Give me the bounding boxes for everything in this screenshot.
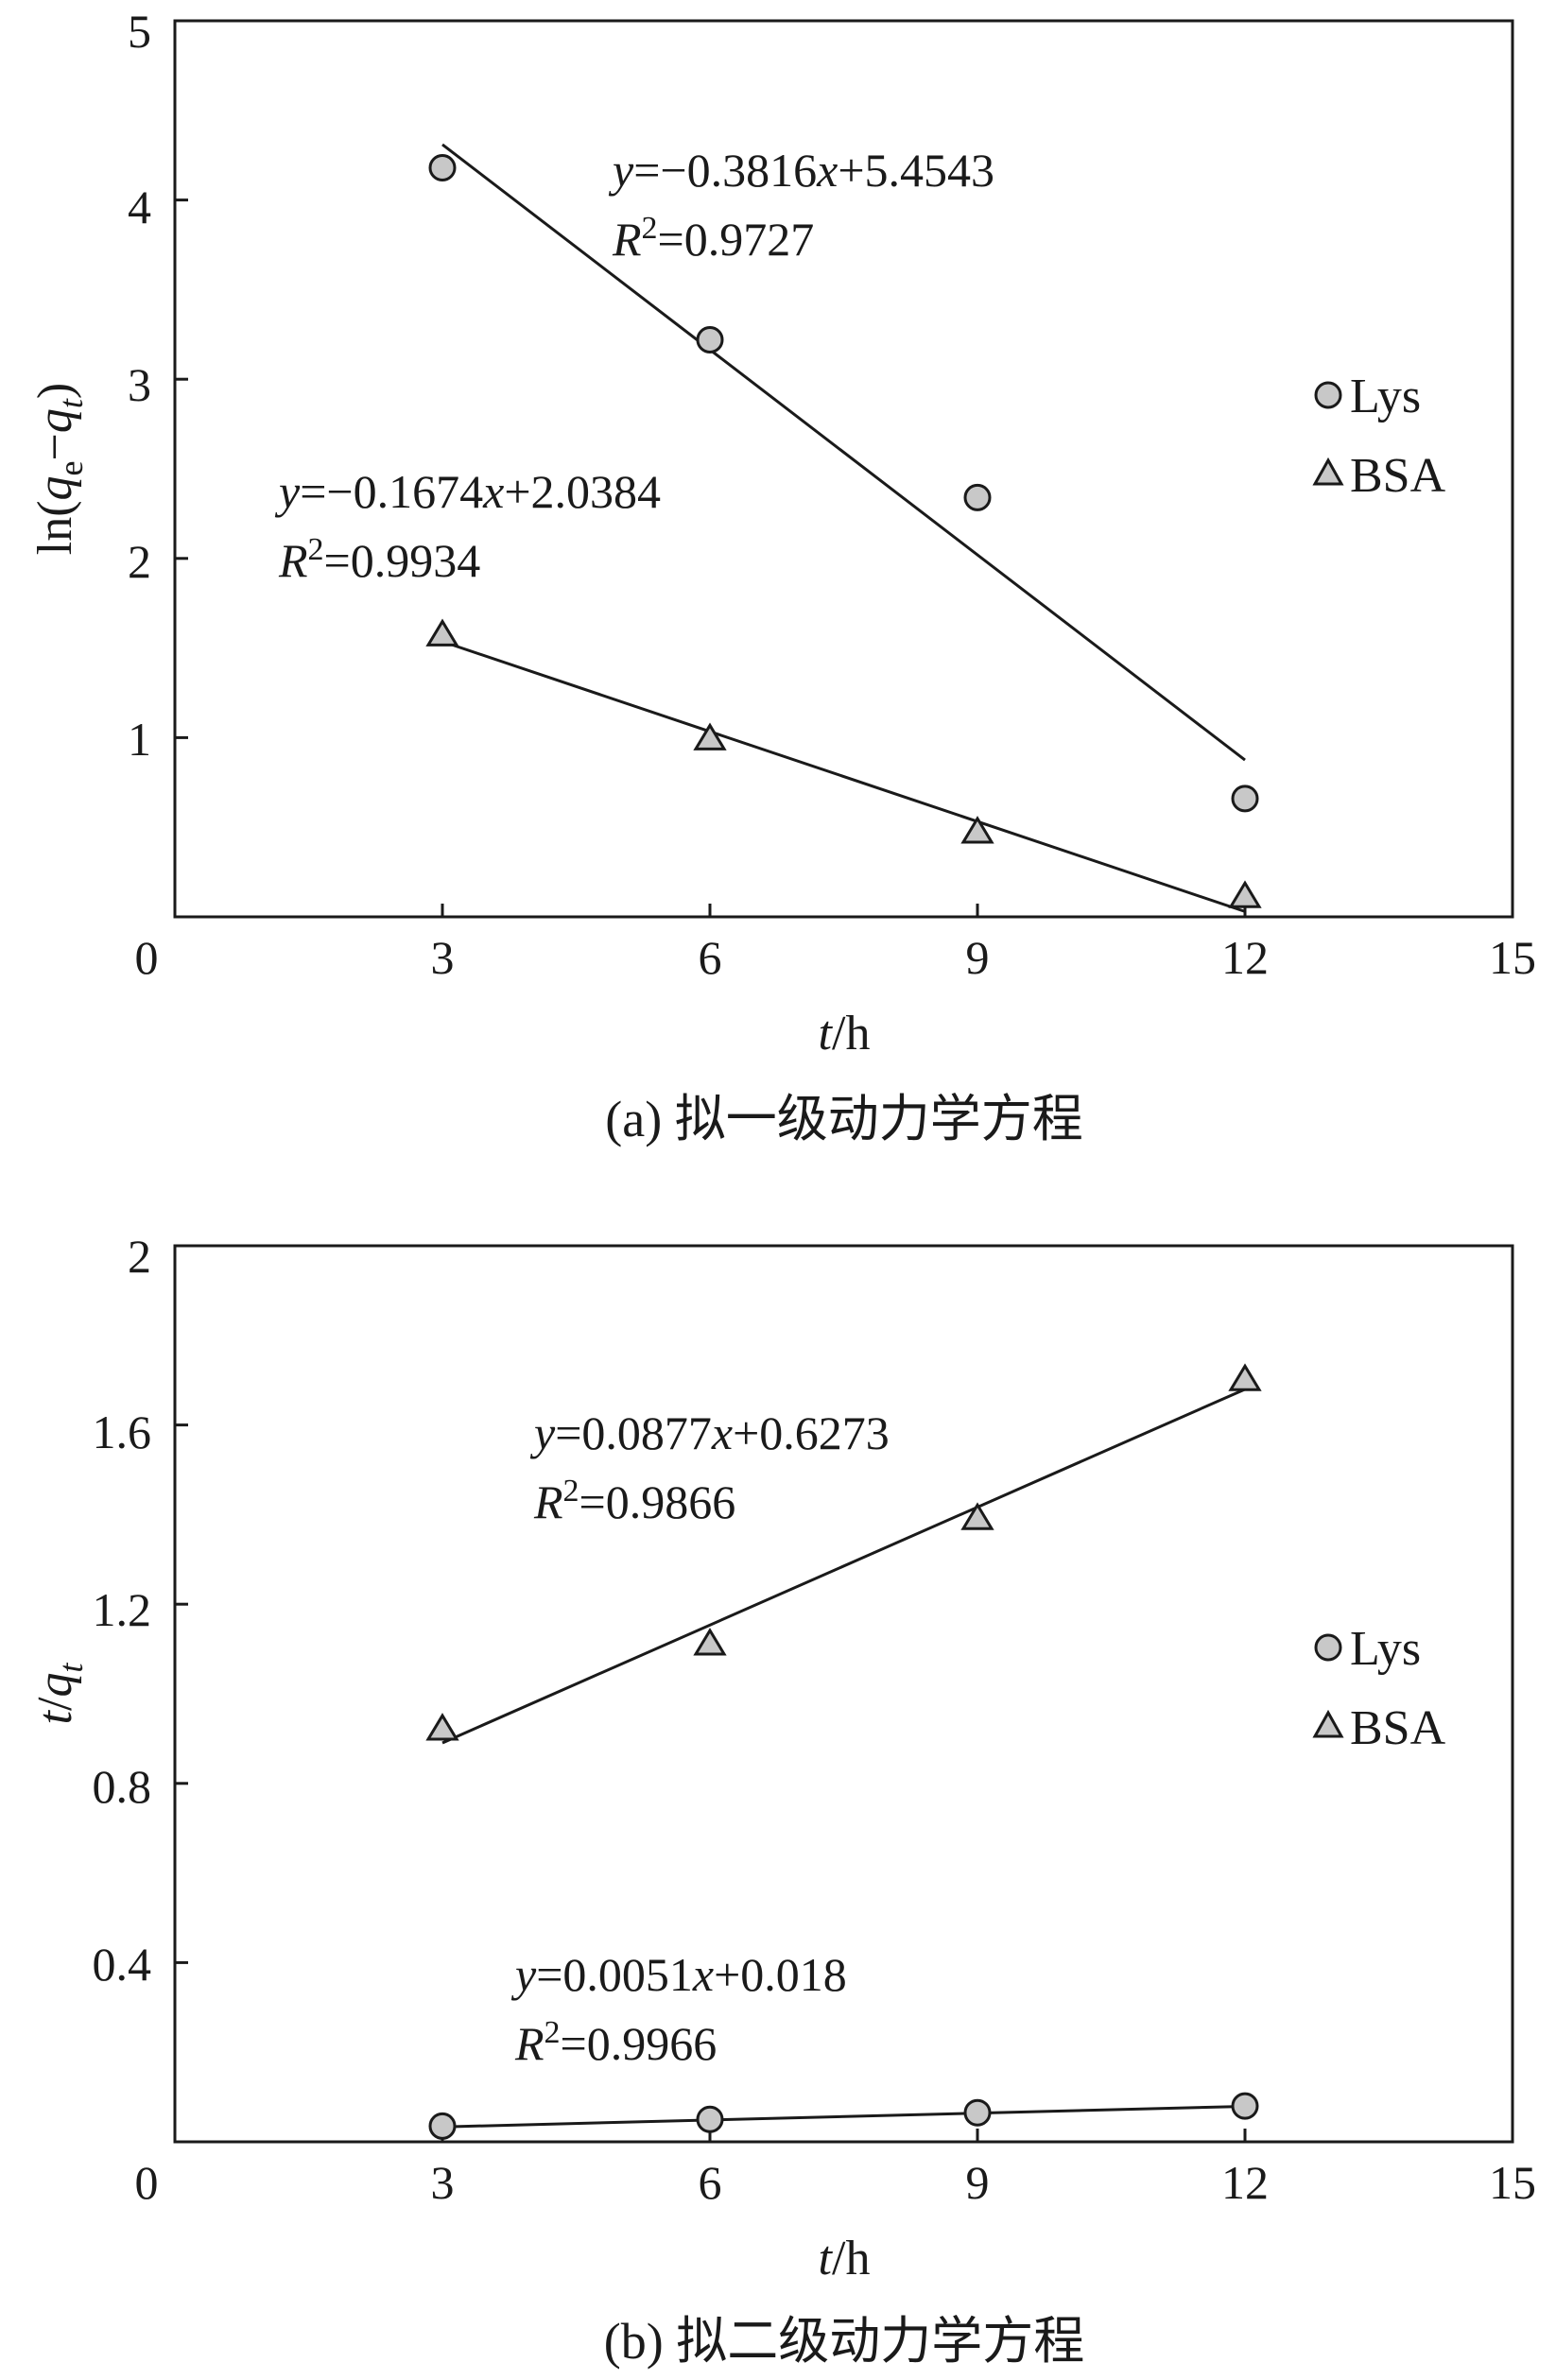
- data-point-bsa: [1228, 1363, 1262, 1391]
- legend-marker-bsa: [1312, 457, 1344, 486]
- plot-frame-a: [173, 19, 1514, 919]
- data-point-lys: [963, 483, 992, 511]
- y-axis-title-a: ln(qe−qt): [28, 383, 90, 555]
- fit-equation-lys-b: y=0.0051x+0.018: [510, 1948, 847, 2001]
- legend-label-lys: Lys: [1350, 1622, 1421, 1676]
- y-tick-label: 2: [128, 1230, 151, 1283]
- x-tick-label: 15: [1489, 2156, 1536, 2209]
- fit-lines-a: [441, 143, 1246, 913]
- legend-marker-lys: [1314, 1633, 1342, 1662]
- fit-lines-b: [441, 1388, 1246, 2129]
- legend-label-lys: Lys: [1350, 370, 1421, 423]
- x-tick-label: 0: [135, 931, 159, 984]
- fit-line-lys: [441, 143, 1246, 762]
- legend-b: Lys BSA: [1312, 1622, 1446, 1755]
- y-tick-label: 4: [128, 181, 151, 233]
- data-point-bsa: [693, 722, 727, 750]
- fit-r2-lys-a: R2=0.9727: [612, 211, 814, 266]
- legend-marker-bsa: [1312, 1709, 1344, 1738]
- data-point-bsa: [960, 816, 994, 844]
- y-axis-title-b: t/qt: [28, 1663, 90, 1725]
- y-tick-label: 1.2: [93, 1583, 152, 1636]
- fit-line-bsa: [441, 640, 1246, 913]
- x-tick-label: 0: [135, 2156, 159, 2209]
- data-point-lys: [696, 325, 724, 354]
- data-point-lys: [696, 2105, 724, 2133]
- x-tick-label: 6: [699, 931, 722, 984]
- y-tick-label: 5: [128, 5, 151, 58]
- y-tick-labels-a: 1 2 3 4 5: [128, 5, 151, 766]
- x-tick-label: 6: [699, 2156, 722, 2209]
- data-points-a: [425, 153, 1262, 908]
- x-axis-title-b: t/h: [819, 2232, 871, 2285]
- legend-label-bsa: BSA: [1350, 449, 1446, 503]
- fit-r2-bsa-b: R2=0.9866: [533, 1474, 735, 1528]
- fit-r2-lys-b: R2=0.9966: [514, 2015, 717, 2070]
- y-tick-label: 1.6: [93, 1406, 152, 1458]
- data-point-lys: [963, 2098, 992, 2127]
- data-point-bsa: [1228, 880, 1262, 908]
- y-tick-label: 3: [128, 358, 151, 411]
- caption-b: (b) 拟二级动力学方程: [604, 2313, 1084, 2370]
- fit-equation-bsa-b: y=0.0877x+0.6273: [529, 1406, 890, 1459]
- x-tick-label: 3: [431, 931, 455, 984]
- data-points-b: [425, 1363, 1262, 2140]
- fit-equation-bsa-a: y=−0.1674x+2.0384: [274, 465, 661, 518]
- legend-label-bsa: BSA: [1350, 1701, 1446, 1755]
- y-tick-labels-b: 0.4 0.8 1.2 1.6 2: [93, 1230, 152, 1991]
- x-tick-label: 15: [1489, 931, 1536, 984]
- x-tick-label: 9: [966, 931, 990, 984]
- data-point-bsa: [425, 618, 459, 647]
- x-tick-labels-b: 0 3 6 9 12 15: [135, 2156, 1537, 2209]
- fit-r2-bsa-a: R2=0.9934: [278, 532, 480, 587]
- data-point-lys: [1231, 785, 1259, 813]
- fit-line-bsa: [441, 1388, 1246, 1745]
- data-point-bsa: [960, 1502, 994, 1530]
- plot-frame-b: [173, 1244, 1514, 2144]
- chart-panel-a: 0 3 6 9 12 15 1 2 3 4 5 t/h ln(qe−qt) y=…: [28, 5, 1536, 1147]
- data-point-lys: [428, 153, 457, 181]
- x-tick-label: 12: [1221, 2156, 1269, 2209]
- x-tick-label: 12: [1221, 931, 1269, 984]
- x-tick-label: 3: [431, 2156, 455, 2209]
- x-axis-title-a: t/h: [819, 1007, 871, 1061]
- y-tick-label: 0.8: [93, 1760, 152, 1813]
- x-tick-label: 9: [966, 2156, 990, 2209]
- data-point-bsa: [693, 1628, 727, 1656]
- fit-equation-lys-a: y=−0.3816x+5.4543: [608, 144, 994, 197]
- legend-marker-lys: [1314, 381, 1342, 409]
- y-tick-label: 2: [128, 535, 151, 588]
- y-tick-label: 1: [128, 713, 151, 766]
- fit-line-lys: [441, 2104, 1246, 2129]
- data-point-bsa: [425, 1713, 459, 1741]
- data-point-lys: [1231, 2092, 1259, 2120]
- y-tick-label: 0.4: [93, 1938, 152, 1991]
- data-point-lys: [428, 2112, 457, 2140]
- chart-panel-b: 0 3 6 9 12 15 0.4 0.8 1.2 1.6 2 t/h t/qt…: [28, 1230, 1536, 2370]
- legend-a: Lys BSA: [1312, 370, 1446, 503]
- x-tick-labels-a: 0 3 6 9 12 15: [135, 931, 1537, 984]
- caption-a: (a) 拟一级动力学方程: [605, 1091, 1082, 1147]
